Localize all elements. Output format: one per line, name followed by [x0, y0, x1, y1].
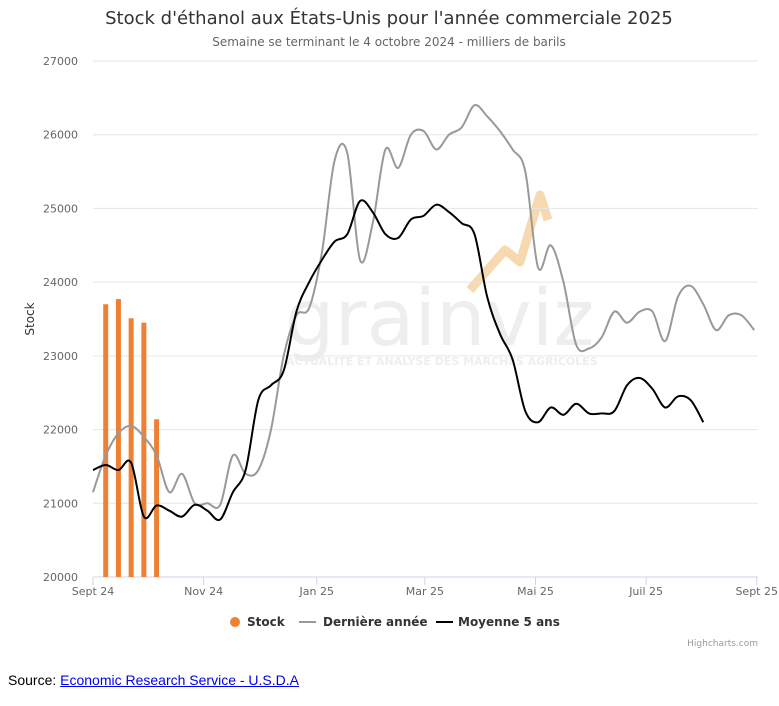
legend-label-stock: Stock	[247, 615, 286, 629]
series-lines	[92, 103, 755, 522]
x-tick-label: Sept 25	[735, 585, 778, 598]
chart-title: Stock d'éthanol aux États-Unis pour l'an…	[105, 7, 673, 29]
y-tick-label: 24000	[43, 276, 78, 289]
x-tick-label: Mar 25	[406, 585, 444, 598]
grainviz-watermark: grainviz ACTUALITÉ ET ANALYSE DES MARCHÉ…	[285, 190, 598, 368]
grid	[93, 60, 758, 504]
watermark-brand: grainviz	[285, 274, 594, 364]
highcharts-credits[interactable]: Highcharts.com	[687, 639, 758, 649]
series-line-five-year-avg[interactable]	[92, 199, 705, 522]
legend-item-stock[interactable]: Stock	[230, 615, 286, 629]
y-tick-label: 27000	[43, 55, 78, 68]
y-tick-label: 25000	[43, 202, 78, 215]
stock-bar[interactable]	[141, 322, 147, 577]
y-tick-label: 22000	[43, 424, 78, 437]
legend-symbol-stock	[230, 617, 240, 627]
watermark-tagline: ACTUALITÉ ET ANALYSE DES MARCHÉS AGRICOL…	[286, 355, 598, 368]
stock-bar[interactable]	[128, 318, 134, 577]
legend-label-five-year-avg: Moyenne 5 ans	[458, 615, 560, 629]
x-axis-ticks: Sept 24 Nov 24 Jan 25 Mar 25 Mai 25 Juil 25 Se…	[72, 577, 778, 598]
source-line: Source: Economic Research Service - U.S.…	[8, 672, 299, 688]
legend-label-last-year: Dernière année	[323, 615, 428, 629]
y-tick-label: 21000	[43, 497, 78, 510]
y-tick-label: 20000	[43, 571, 78, 584]
y-axis-title: Stock	[23, 302, 37, 335]
y-tick-label: 26000	[43, 129, 78, 142]
legend: Stock Dernière année Moyenne 5 ans	[230, 615, 560, 629]
y-axis-ticks: 20000 21000 22000 23000 24000 25000 26000 27000	[43, 55, 78, 584]
chart-subtitle: Semaine se terminant le 4 octobre 2024 -…	[212, 35, 566, 49]
stock-bar[interactable]	[103, 304, 109, 577]
legend-item-last-year[interactable]: Dernière année	[299, 615, 428, 629]
stock-bar[interactable]	[115, 299, 121, 577]
y-tick-label: 23000	[43, 350, 78, 363]
legend-item-five-year-avg[interactable]: Moyenne 5 ans	[436, 615, 560, 629]
x-tick-label: Jan 25	[299, 585, 334, 598]
x-tick-label: Juil 25	[628, 585, 663, 598]
source-link[interactable]: Economic Research Service - U.S.D.A	[60, 672, 299, 688]
x-tick-label: Mai 25	[517, 585, 554, 598]
series-line-last-year[interactable]	[92, 103, 755, 509]
source-label: Source:	[8, 672, 61, 688]
x-tick-label: Nov 24	[184, 585, 223, 598]
x-tick-label: Sept 24	[72, 585, 115, 598]
stock-bars	[103, 299, 160, 577]
watermark-accent-icon	[466, 190, 553, 293]
stock-bar[interactable]	[154, 419, 160, 577]
